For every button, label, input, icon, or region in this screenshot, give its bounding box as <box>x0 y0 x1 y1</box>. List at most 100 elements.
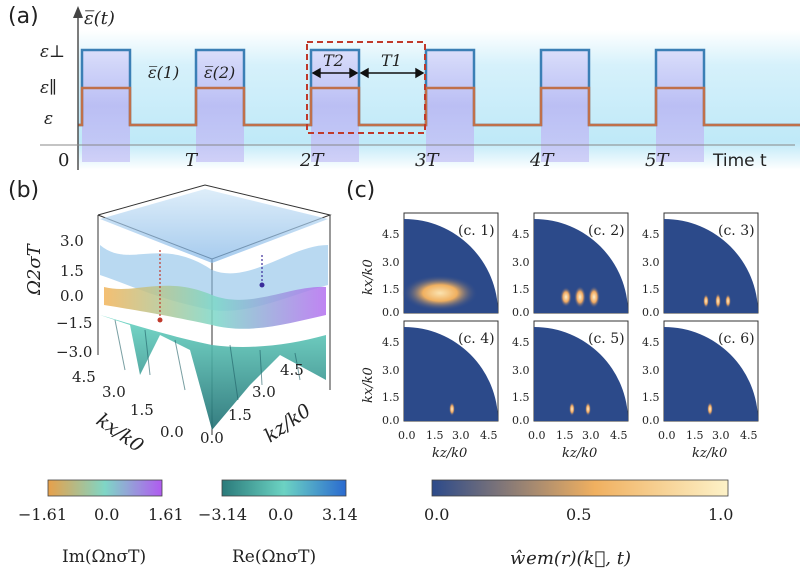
surface-top <box>100 189 328 263</box>
cb1-tick-min: −1.61 <box>18 505 67 524</box>
svg-text:1.5: 1.5 <box>382 283 400 296</box>
kz-tick-2: 1.5 <box>228 406 252 424</box>
kz-tick-3: 3.0 <box>252 383 276 401</box>
cb3-tick-min: 0.0 <box>424 505 449 524</box>
svg-text:4.5: 4.5 <box>642 228 660 241</box>
svg-text:1.5: 1.5 <box>642 391 660 404</box>
svg-text:1.5: 1.5 <box>686 429 704 442</box>
kz-tick-4: 4.5 <box>280 361 304 379</box>
panel-a-timeline: ɛ̅̅(t) ε⊥ ε∥ ε ɛ̅̅(1) ɛ̅̅(2) T2 T1 0 T 2… <box>40 6 800 171</box>
cb2-tick-mid: 0.0 <box>268 505 293 524</box>
subplot-title-c1: (c. 1) <box>458 223 495 239</box>
svg-text:3.0: 3.0 <box>642 364 660 377</box>
cb2-label: Re(ΩnσT) <box>232 547 316 567</box>
subplot-title-c5: (c. 5) <box>588 331 625 347</box>
cb1-label: Im(ΩnσT) <box>62 547 146 567</box>
marker-point-blue <box>259 282 265 288</box>
z-tick-5: −3.0 <box>56 343 92 361</box>
y-axis-label-row1: kx/k0 <box>361 259 376 295</box>
cb3-label: ŵem(r)(k⃗, t) <box>510 548 631 569</box>
panel-b-3d-surface: 3.0 1.5 0.0 −1.5 −3.0 Ω2σT 4.5 3.0 1.5 0… <box>24 184 332 457</box>
svg-text:1.5: 1.5 <box>382 391 400 404</box>
svg-text:3.0: 3.0 <box>452 429 470 442</box>
svg-text:0.0: 0.0 <box>382 414 400 427</box>
svg-text:3.0: 3.0 <box>712 429 730 442</box>
pulse-blocks <box>82 50 704 162</box>
svg-text:1.5: 1.5 <box>512 283 530 296</box>
level-eps: ε <box>44 109 53 129</box>
svg-text:3.0: 3.0 <box>382 364 400 377</box>
tensor-1-label: ɛ̅̅(1) <box>148 63 179 82</box>
colorbars: −1.61 0.0 1.61 −3.14 0.0 3.14 0.0 0.5 1.… <box>18 479 733 569</box>
subplot-title-c2: (c. 2) <box>588 223 625 239</box>
subplot-title-c3: (c. 3) <box>718 223 755 239</box>
x-axis-label-c4: kz/k0 <box>432 446 467 461</box>
y-axis-symbol: ɛ̅̅(t) <box>84 8 115 29</box>
panel-c-heatmap-grid: (c. 1) (c. 2) (c. 3) (c. 4) (c. 5) (c. 6… <box>361 212 759 461</box>
x-tick-T: T <box>185 150 199 171</box>
svg-text:1.5: 1.5 <box>556 429 574 442</box>
cb3-tick-max: 1.0 <box>708 505 733 524</box>
z-tick-2: 1.5 <box>60 262 84 280</box>
kz-axis-label: kz/k0 <box>260 400 315 448</box>
z-tick-4: −1.5 <box>56 314 92 332</box>
surface-real <box>100 315 326 430</box>
panel-a-label: (a) <box>8 4 39 29</box>
cb3-tick-mid: 0.5 <box>566 505 591 524</box>
x-axis-label-c5: kz/k0 <box>562 446 597 461</box>
cb1-tick-mid: 0.0 <box>94 505 119 524</box>
svg-text:0.0: 0.0 <box>512 414 530 427</box>
svg-text:0.0: 0.0 <box>382 306 400 319</box>
svg-text:4.5: 4.5 <box>610 429 628 442</box>
z-tick-3: 0.0 <box>60 287 84 305</box>
cb2-tick-min: −3.14 <box>198 505 247 524</box>
x-tick-2T: 2T <box>299 150 325 171</box>
subplot-c1 <box>402 212 499 314</box>
svg-text:1.5: 1.5 <box>512 391 530 404</box>
svg-text:4.5: 4.5 <box>740 429 758 442</box>
subplot-c3 <box>663 212 759 314</box>
subplot-title-c4: (c. 4) <box>458 331 495 347</box>
panel-b-label: (b) <box>8 178 40 203</box>
y-ticks: 4.5 3.0 1.5 0.0 4.5 3.0 1.5 0.0 4.5 3.0 … <box>382 228 660 427</box>
y-axis-arrow-icon <box>73 6 83 18</box>
svg-text:0.0: 0.0 <box>512 306 530 319</box>
svg-text:4.5: 4.5 <box>382 228 400 241</box>
period-highlight-box <box>306 41 426 134</box>
svg-text:4.5: 4.5 <box>512 336 530 349</box>
svg-text:0.0: 0.0 <box>658 429 676 442</box>
svg-text:3.0: 3.0 <box>382 256 400 269</box>
svg-text:0.0: 0.0 <box>398 429 416 442</box>
duration-t2-label: T2 <box>323 51 344 70</box>
surface-imag <box>104 285 326 329</box>
svg-text:4.5: 4.5 <box>642 336 660 349</box>
colorbar-imag <box>47 479 163 497</box>
surface-mesh <box>114 319 301 401</box>
svg-text:1.5: 1.5 <box>426 429 444 442</box>
kx-tick-3: 1.5 <box>130 401 154 419</box>
kx-tick-2: 3.0 <box>102 383 126 401</box>
z-axis-label: Ω2σT <box>24 242 45 296</box>
svg-text:3.0: 3.0 <box>512 364 530 377</box>
panel-c-label: (c) <box>346 178 376 203</box>
kx-tick-4: 0.0 <box>160 423 184 441</box>
eps-parallel-trace <box>78 86 800 127</box>
x-tick-4T: 4T <box>529 150 555 171</box>
x-tick-3T: 3T <box>415 150 440 171</box>
x-tick-5T: 5T <box>645 150 670 171</box>
svg-text:4.5: 4.5 <box>512 228 530 241</box>
y-axis-label-row2: kx/k0 <box>361 367 376 403</box>
cb2-tick-max: 3.14 <box>322 505 358 524</box>
subplot-c4 <box>403 320 499 422</box>
x-ticks: 0.0 1.5 3.0 4.5 0.0 1.5 3.0 4.5 0.0 1.5 … <box>398 429 758 442</box>
subplot-c6 <box>663 320 759 422</box>
kz-tick-1: 0.0 <box>200 429 224 447</box>
cb1-tick-max: 1.61 <box>148 505 184 524</box>
colorbar-w <box>431 479 729 497</box>
subplot-c5 <box>533 320 629 422</box>
svg-text:3.0: 3.0 <box>642 256 660 269</box>
colorbar-real <box>221 479 347 497</box>
svg-text:4.5: 4.5 <box>480 429 498 442</box>
duration-t1-label: T1 <box>381 51 402 70</box>
svg-text:3.0: 3.0 <box>512 256 530 269</box>
